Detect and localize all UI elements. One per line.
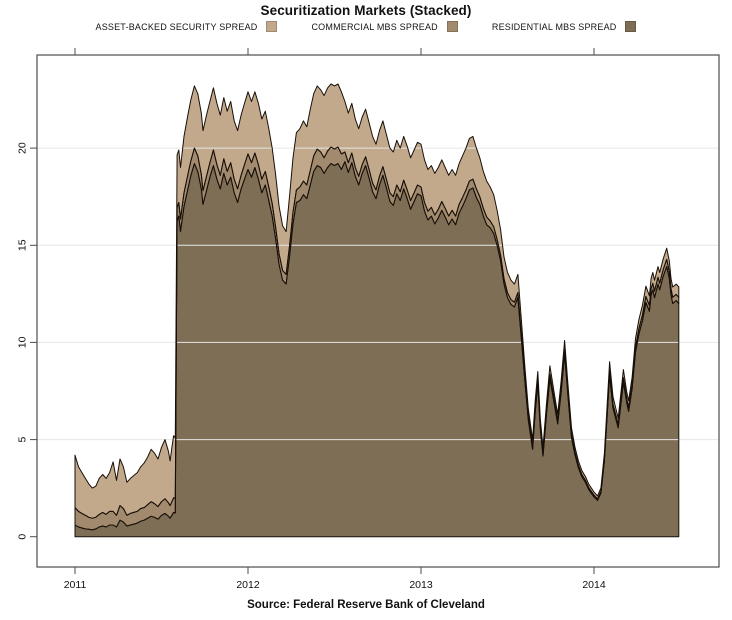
legend-item-residential-mbs: RESIDENTIAL MBS SPREAD [492, 21, 637, 32]
source-attribution: Source: Federal Reserve Bank of Clevelan… [247, 599, 485, 611]
axes: 2011 2012 2013 2014 0 5 10 15 20 [17, 48, 606, 591]
svg-text:5: 5 [17, 437, 29, 443]
legend-swatch-asset-backed-icon [266, 21, 278, 32]
svg-text:2011: 2011 [64, 579, 87, 591]
legend-item-asset-backed: ASSET-BACKED SECURITY SPREAD [96, 21, 278, 32]
legend-swatch-residential-mbs-icon [625, 21, 637, 32]
legend-label-asset-backed: ASSET-BACKED SECURITY SPREAD [95, 21, 258, 32]
chart-title: Securitization Markets (Stacked) [260, 3, 472, 18]
svg-text:0: 0 [17, 534, 29, 540]
svg-text:2012: 2012 [236, 579, 260, 591]
legend-label-commercial-mbs: COMMERCIAL MBS SPREAD [311, 21, 438, 32]
legend-item-commercial-mbs: COMMERCIAL MBS SPREAD [311, 21, 458, 32]
legend-swatch-commercial-mbs-icon [446, 21, 458, 32]
chart-legend: ASSET-BACKED SECURITY SPREAD COMMERCIAL … [0, 21, 732, 32]
svg-text:2014: 2014 [582, 579, 606, 591]
area-bands [75, 84, 679, 537]
svg-text:2013: 2013 [409, 579, 433, 591]
svg-text:15: 15 [17, 239, 29, 251]
svg-text:20: 20 [17, 142, 29, 154]
svg-text:10: 10 [17, 336, 29, 348]
plot-border [36, 54, 720, 568]
band-outlines [74, 83, 680, 538]
legend-label-residential-mbs: RESIDENTIAL MBS SPREAD [491, 21, 617, 32]
